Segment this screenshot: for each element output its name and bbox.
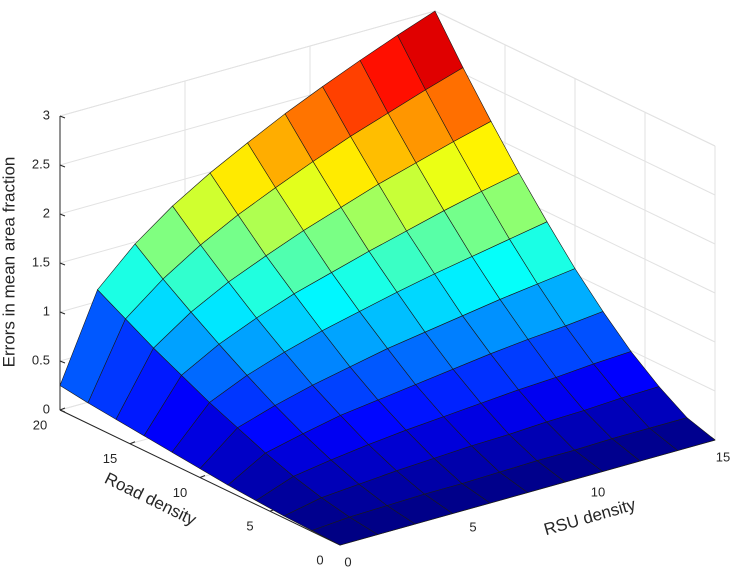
x-tick-label: 0 xyxy=(344,554,351,569)
z-tick xyxy=(59,164,66,168)
z-tick-label: 0.5 xyxy=(32,352,50,367)
y-tick-label: 10 xyxy=(173,485,187,500)
z-tick xyxy=(59,311,66,315)
x-tick-label: 15 xyxy=(716,449,730,464)
y-tick-label: 0 xyxy=(316,552,323,567)
box-edge xyxy=(59,10,436,117)
surface-patch xyxy=(311,516,379,546)
y-tick-label: 20 xyxy=(33,417,47,432)
y-tick-label: 5 xyxy=(246,519,253,534)
z-tick xyxy=(59,262,66,266)
z-tick-label: 3 xyxy=(43,107,50,122)
x-axis-label: RSU density xyxy=(542,495,639,539)
y-tick xyxy=(59,407,66,411)
z-tick-label: 0 xyxy=(43,401,50,416)
y-tick xyxy=(199,475,206,478)
y-tick xyxy=(129,441,136,445)
z-tick-label: 1 xyxy=(43,303,50,318)
y-tick-label: 15 xyxy=(103,451,117,466)
box-edge xyxy=(434,10,716,147)
x-tick-label: 10 xyxy=(591,484,605,499)
x-tick-label: 5 xyxy=(469,519,476,534)
z-tick-label: 2.5 xyxy=(32,156,50,171)
z-tick xyxy=(59,115,66,119)
z-tick-label: 2 xyxy=(43,205,50,220)
z-tick-label: 1.5 xyxy=(32,254,50,269)
z-tick xyxy=(59,409,66,413)
z-axis-label: Errors in mean area fraction xyxy=(0,157,18,368)
z-tick xyxy=(59,360,66,364)
z-tick xyxy=(59,213,66,217)
